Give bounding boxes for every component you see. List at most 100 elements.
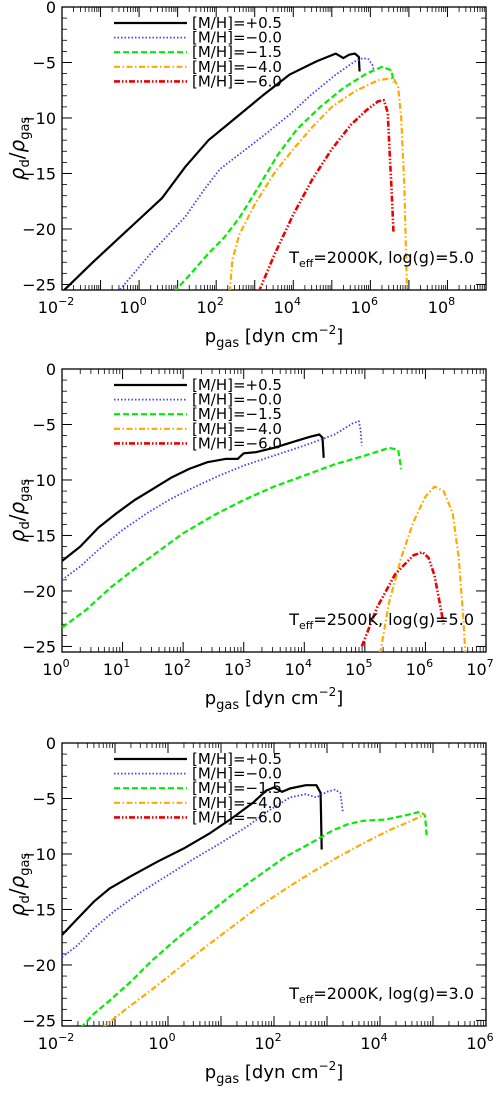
y-tick-label: −20 [22, 956, 56, 975]
x-axis-label-unit-exponent: −2 [319, 685, 337, 699]
y-tick-label: −15 [22, 526, 56, 545]
legend-label-5: [M/H]=−6.0 [192, 72, 282, 90]
x-tick-base: 10 [254, 1034, 274, 1053]
x-tick-base: 10 [406, 660, 426, 679]
y-axis-label-rho-d: ρ [5, 529, 29, 542]
x-axis-label-unit-exponent: −2 [319, 1059, 337, 1073]
x-tick-label: 106 [466, 1031, 493, 1053]
y-tick-label: −5 [32, 415, 56, 434]
x-tick-exponent: 1 [123, 657, 130, 670]
annotation-T: T [288, 984, 299, 1003]
x-tick-label: 100 [148, 1031, 175, 1053]
legend-label-1: [M/H]=+0.5 [192, 750, 282, 768]
x-tick-exponent: 6 [487, 1031, 494, 1044]
x-tick-base: 10 [466, 1034, 486, 1053]
y-tick-label: −20 [22, 582, 56, 601]
x-tick-base: 10 [224, 660, 244, 679]
y-tick-label: −10 [22, 845, 56, 864]
annotation-T: T [288, 610, 299, 629]
x-axis-label-subscript: gas [216, 698, 239, 713]
x-tick-exponent: 4 [294, 295, 301, 308]
y-axis-label-sub-d: d [18, 521, 33, 529]
legend-label-3: [M/H]=−1.5 [192, 779, 282, 797]
x-tick-exponent: 7 [487, 657, 494, 670]
x-axis-label: pgas [dyn cm−2] [205, 1059, 344, 1087]
x-tick-label: 101 [103, 657, 130, 679]
series-line-3 [81, 810, 428, 1026]
y-tick-label: −10 [22, 471, 56, 490]
annotation: Teff=2000K, log(g)=5.0 [288, 248, 474, 270]
legend-label-4: [M/H]=−4.0 [192, 58, 282, 76]
annotation-text: =2000K, log(g)=3.0 [313, 984, 474, 1003]
x-tick-label: 102 [254, 1031, 281, 1053]
x-axis-label-subscript: gas [216, 336, 239, 351]
legend-label-3: [M/H]=−1.5 [192, 405, 282, 423]
x-axis-label-unit: [dyn cm [239, 688, 318, 709]
y-tick-label: 0 [46, 734, 56, 753]
x-tick-base: 10 [345, 660, 365, 679]
x-tick-exponent: 0 [169, 1031, 176, 1044]
x-tick-label: 104 [285, 657, 312, 679]
y-axis-label-sub-gas: gas [18, 117, 33, 140]
x-tick-label: 107 [466, 657, 493, 679]
y-tick-label: 0 [46, 360, 56, 379]
x-tick-base: 10 [38, 298, 58, 317]
x-axis-label-unit-exponent: −2 [319, 323, 337, 337]
y-tick-label: −25 [22, 275, 56, 294]
y-axis-label-slash: / [5, 152, 29, 159]
x-tick-label: 104 [360, 1031, 387, 1053]
x-axis-label: pgas [dyn cm−2] [205, 685, 344, 713]
x-tick-exponent: −2 [58, 1031, 74, 1044]
x-tick-base: 10 [466, 660, 486, 679]
x-axis-label-symbol: p [205, 1062, 216, 1083]
y-tick-label: −5 [32, 789, 56, 808]
x-tick-exponent: 4 [305, 657, 312, 670]
x-tick-label: 104 [274, 295, 301, 317]
x-tick-base: 10 [38, 1034, 58, 1053]
series-line-1 [62, 52, 361, 290]
y-tick-label: −5 [32, 53, 56, 72]
x-tick-base: 10 [428, 298, 448, 317]
x-tick-exponent: 5 [366, 657, 373, 670]
x-tick-exponent: 6 [371, 295, 378, 308]
series-line-1 [62, 433, 325, 562]
legend-label-2: [M/H]=−0.0 [192, 765, 282, 783]
x-tick-exponent: 3 [244, 657, 251, 670]
x-tick-label: 10−2 [38, 1031, 75, 1053]
series-group [62, 52, 409, 290]
legend-label-4: [M/H]=−4.0 [192, 794, 282, 812]
legend-label-3: [M/H]=−1.5 [192, 43, 282, 61]
series-group [62, 784, 428, 1026]
x-axis-label-subscript: gas [216, 1072, 239, 1087]
x-tick-base: 10 [197, 298, 217, 317]
x-axis-label-unit-close: ] [336, 326, 343, 347]
series-line-2 [118, 57, 376, 290]
annotation: Teff=2000K, log(g)=3.0 [288, 984, 474, 1006]
x-tick-exponent: 6 [426, 657, 433, 670]
legend: [M/H]=+0.5[M/H]=−0.0[M/H]=−1.5[M/H]=−4.0… [114, 750, 282, 826]
x-tick-label: 102 [197, 295, 224, 317]
x-tick-label: 106 [406, 657, 433, 679]
series-line-3 [174, 65, 395, 290]
annotation-T: T [288, 248, 299, 267]
series-line-3 [62, 446, 403, 629]
plot-frame [61, 368, 487, 653]
legend-label-5: [M/H]=−6.0 [192, 434, 282, 452]
annotation-text: =2500K, log(g)=5.0 [313, 610, 474, 629]
legend-label-2: [M/H]=−0.0 [192, 391, 282, 409]
series-line-4 [102, 813, 426, 1026]
x-tick-base: 10 [103, 660, 123, 679]
x-tick-exponent: 2 [275, 1031, 282, 1044]
series-line-2 [62, 420, 363, 581]
series-line-2 [62, 788, 344, 958]
y-axis-label-rho-gas: ρ [5, 875, 29, 888]
series-line-4 [228, 76, 409, 290]
x-tick-base: 10 [42, 660, 62, 679]
x-axis-label-unit-close: ] [336, 688, 343, 709]
annotation-subscript: eff [299, 257, 314, 270]
x-axis-label-unit-close: ] [336, 1062, 343, 1083]
x-axis-label-unit: [dyn cm [239, 326, 318, 347]
